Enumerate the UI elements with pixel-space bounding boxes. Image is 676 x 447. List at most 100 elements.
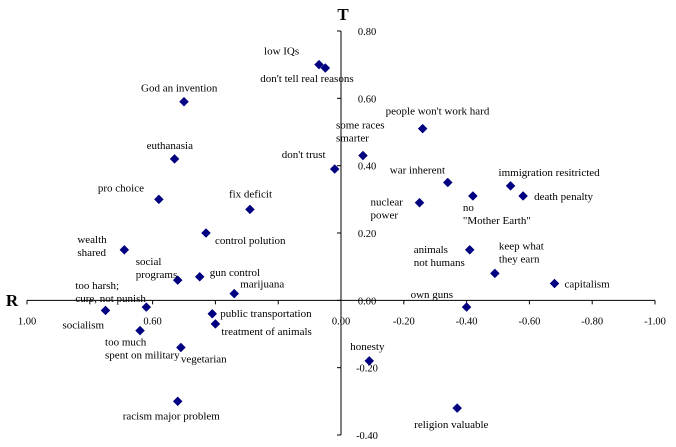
data-point-label-line: no (463, 202, 475, 214)
data-point-marker (172, 396, 183, 407)
data-point-label-line: racism major problem (123, 410, 221, 422)
y-axis-title: T (337, 5, 349, 24)
y-tick-label: 0.80 (358, 27, 376, 38)
data-point-label-line: wealth (77, 234, 107, 246)
data-point-marker (194, 271, 205, 282)
data-point-label: euthanasia (147, 140, 194, 152)
data-point-label-line: euthanasia (147, 140, 194, 152)
y-tick-label: 0.20 (358, 229, 376, 240)
x-tick-label: 0.00 (332, 316, 350, 327)
data-point-label-line: war inherent (390, 165, 445, 177)
data-point-label-line: fix deficit (229, 188, 272, 200)
data-point-label-line: death penalty (534, 191, 593, 203)
data-point-label-line: animals (414, 244, 448, 256)
data-point-label: God an invention (141, 83, 218, 95)
y-tick-label: 0.60 (358, 94, 376, 105)
data-point-label-line: cure, not punish (75, 293, 146, 305)
data-point-label: immigration resitricted (499, 167, 601, 179)
data-point-label-line: people won't work hard (386, 106, 490, 118)
y-tick-label: -0.20 (356, 364, 378, 375)
data-point-label-line: don't trust (282, 149, 326, 161)
data-point-label-line: capitalism (565, 279, 611, 291)
data-point-marker (452, 403, 463, 413)
data-point-label-line: God an invention (141, 83, 218, 95)
data-point-marker (442, 177, 453, 188)
data-point-marker (329, 164, 340, 174)
data-points (100, 59, 560, 413)
data-point-label-line: treatment of animals (221, 326, 311, 338)
data-point-label: death penalty (534, 191, 593, 203)
x-tick-label: -0.40 (456, 316, 478, 327)
data-point-label: don't trust (282, 149, 326, 161)
data-point-label: marijuana (240, 279, 284, 291)
data-point-label-line: religion valuable (414, 419, 488, 431)
data-point-marker (141, 302, 152, 312)
data-point-marker (210, 319, 221, 329)
axes (26, 30, 656, 436)
data-point-marker (135, 325, 145, 336)
data-point-label: people won't work hard (386, 106, 490, 118)
data-point-label-line: nuclear (371, 197, 404, 209)
data-point-label: nuclear power (371, 197, 404, 222)
data-point-label-line: too much (105, 337, 147, 349)
data-point-marker (176, 342, 186, 353)
x-tick-label: -0.60 (518, 316, 540, 327)
data-point-label: capitalism (565, 279, 611, 291)
data-point-label: too harsh; cure, not punish (75, 280, 146, 305)
data-point-label-line: control polution (215, 235, 286, 247)
data-point-marker (154, 194, 164, 205)
data-point-label-line: shared (77, 247, 106, 259)
data-point-label-line: social (136, 256, 162, 268)
data-point-label: own guns (411, 289, 453, 301)
data-point-marker (505, 181, 516, 191)
x-axis-title: R (6, 291, 19, 310)
data-point-marker (358, 150, 368, 161)
data-point-marker (417, 123, 428, 134)
data-point-label-line: some races (336, 120, 385, 132)
data-point-marker (245, 204, 255, 215)
data-point-label-line: "Mother Earth" (463, 215, 531, 227)
data-point-label: gun control (210, 267, 260, 279)
data-point-label: racism major problem (123, 410, 221, 422)
data-point-label: socialism (63, 319, 105, 331)
data-point-marker (201, 228, 211, 238)
data-point-label: too much spent on military (105, 337, 180, 362)
data-point-label-line: smarter (336, 133, 369, 145)
data-point-label: keep what they earn (499, 240, 544, 265)
tick-labels: 1.00 0.60 0.00 -0.20 -0.40 -0.60 -0.80 -1.00 0.8… (18, 27, 666, 442)
data-point-marker (314, 59, 324, 70)
x-tick-label: -0.80 (581, 316, 603, 327)
data-point-label-line: not humans (414, 257, 465, 269)
data-point-label-line: spent on military (105, 350, 180, 362)
data-point-marker (169, 154, 180, 164)
data-point-label: no "Mother Earth" (463, 202, 531, 227)
data-point-marker (518, 191, 528, 201)
data-point-label-line: pro choice (98, 182, 144, 194)
x-tick-label: 1.00 (18, 316, 36, 327)
data-point-label-line: keep what (499, 240, 544, 252)
data-point-marker (119, 244, 130, 255)
data-point-label-line: too harsh; (75, 280, 119, 292)
data-point-label: some races smarter (336, 120, 385, 145)
data-point-label-line: they earn (499, 253, 540, 265)
y-tick-label: -0.40 (356, 431, 378, 442)
data-point-label-line: power (371, 210, 399, 222)
data-point-label-line: public transportation (220, 308, 312, 320)
data-point-label: honesty (350, 341, 385, 353)
data-point-label: war inherent (390, 165, 445, 177)
data-point-marker (320, 63, 331, 73)
data-point-label-line: don't tell real reasons (260, 73, 353, 85)
x-tick-label: 0.60 (143, 316, 161, 327)
data-point-label: fix deficit (229, 188, 272, 200)
data-point-label: public transportation (220, 308, 312, 320)
data-point-label-line: immigration resitricted (499, 167, 601, 179)
data-point-marker (207, 308, 218, 319)
data-point-marker (490, 268, 500, 279)
data-point-label-line: low IQs (264, 46, 299, 58)
data-point-marker (179, 96, 189, 107)
data-point-label: religion valuable (414, 419, 488, 431)
data-point-label: wealth shared (77, 234, 107, 259)
x-tick-label: -0.20 (393, 316, 415, 327)
point-labels: low IQs don't tell real reasons God an inv… (63, 46, 611, 431)
